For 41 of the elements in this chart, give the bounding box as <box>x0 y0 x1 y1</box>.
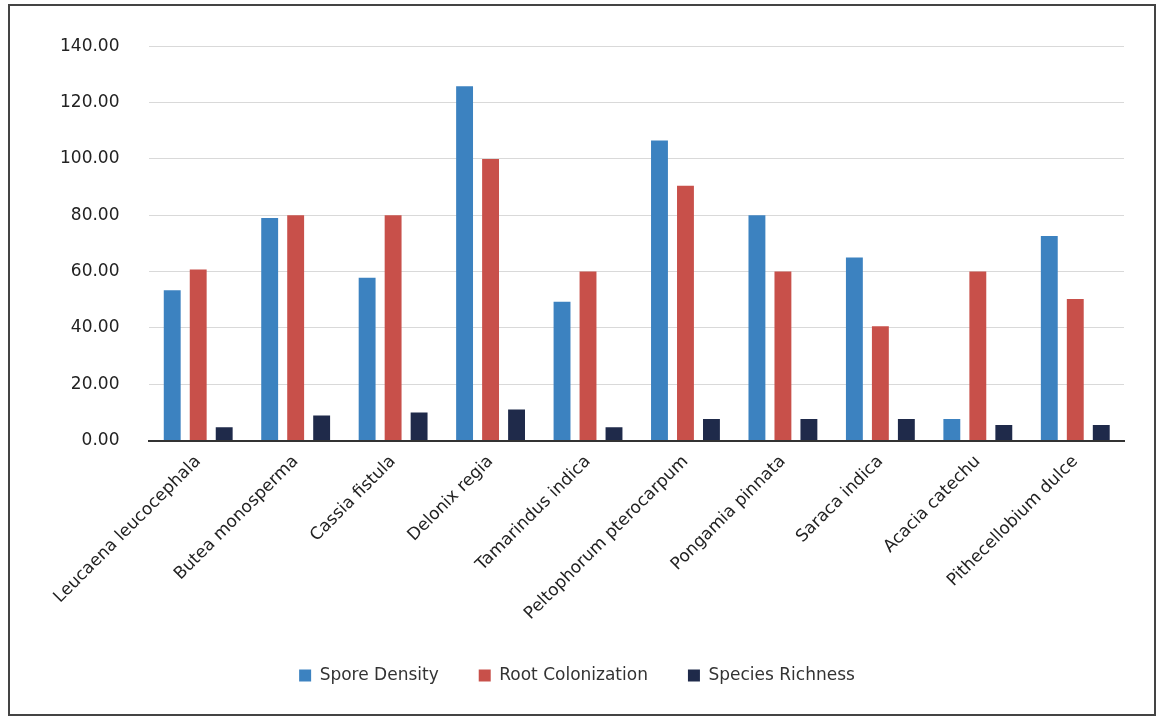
bar <box>410 412 428 441</box>
y-tick-label: 20.00 <box>70 372 120 393</box>
bar <box>897 418 915 441</box>
bar <box>677 185 694 441</box>
y-tick-label: 100.00 <box>60 147 120 168</box>
bar <box>261 218 279 441</box>
legend-label: Root Colonization <box>499 663 648 684</box>
bar <box>1040 236 1058 441</box>
bar <box>605 427 623 441</box>
bar <box>358 277 376 441</box>
bar <box>995 425 1013 441</box>
bar <box>384 215 402 441</box>
bar <box>800 418 818 441</box>
y-tick-label: 140.00 <box>60 34 120 55</box>
bar <box>313 415 331 441</box>
bar <box>651 140 668 441</box>
legend-label: Species Richness <box>708 663 856 684</box>
bar <box>553 301 571 441</box>
y-tick-label: 40.00 <box>70 316 120 337</box>
bar <box>969 271 987 441</box>
bar <box>943 418 961 441</box>
y-tick-label: 0.00 <box>81 429 120 450</box>
bar <box>703 418 720 441</box>
bar <box>1066 298 1084 441</box>
y-tick-label: 80.00 <box>70 203 120 224</box>
bar <box>287 215 305 441</box>
bar <box>871 326 889 441</box>
bar <box>1092 425 1110 441</box>
legend-label: Spore Density <box>319 663 439 684</box>
bar <box>189 269 207 441</box>
bar <box>774 271 792 441</box>
bar <box>456 86 474 441</box>
bar <box>482 158 500 441</box>
bar <box>748 215 766 441</box>
y-tick-label: 60.00 <box>70 260 120 280</box>
bar <box>845 257 863 441</box>
bar <box>508 409 525 441</box>
bar <box>215 427 233 441</box>
y-tick-label: 120.00 <box>60 90 120 111</box>
bar <box>579 271 597 441</box>
bar <box>163 290 181 441</box>
